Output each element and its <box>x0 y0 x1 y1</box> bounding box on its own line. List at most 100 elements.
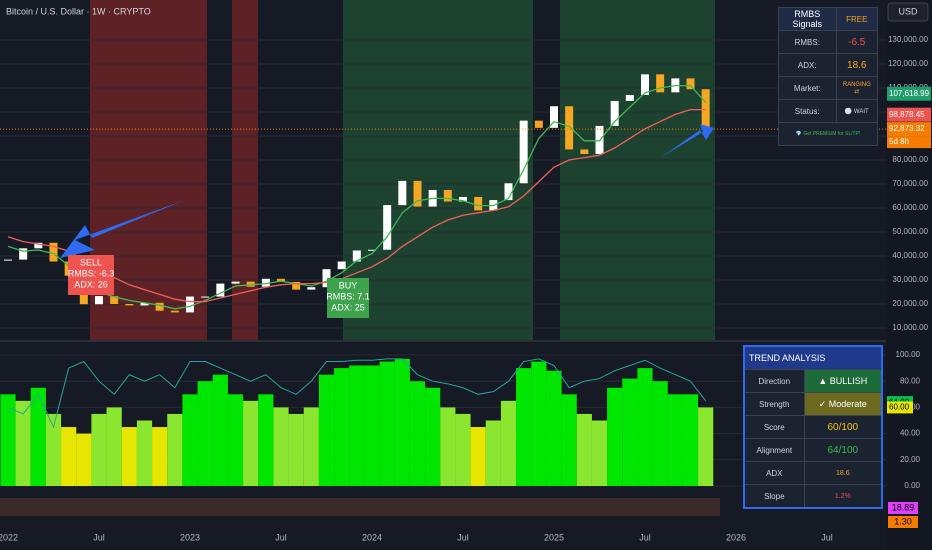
x-tick-label: Jul <box>639 532 651 542</box>
y-tick-label: 80,000.00 <box>892 155 928 164</box>
y-tick-label: 10,000.00 <box>892 323 928 332</box>
candle <box>504 183 513 201</box>
x-tick-label: Jul <box>275 532 287 542</box>
sell-label <box>68 255 114 295</box>
strength-bar <box>76 433 92 486</box>
strength-bar <box>607 387 623 486</box>
cell: Slope <box>743 484 805 509</box>
y-tick-label: 60,000.00 <box>892 203 928 212</box>
x-tick-label: 2023 <box>180 532 200 542</box>
strength-bar <box>364 365 380 486</box>
buy-zone <box>560 0 715 340</box>
cell: 1.2% <box>803 484 883 509</box>
marks <box>0 39 886 487</box>
cell: ADX: <box>778 53 837 77</box>
strength-bar <box>622 378 638 486</box>
strength-bar <box>318 374 335 486</box>
bottom-tag <box>888 516 918 528</box>
indicator-tag <box>887 401 913 414</box>
strength-bar <box>15 400 31 486</box>
cell: 18.6 <box>803 461 883 485</box>
strength-bar <box>243 400 259 486</box>
strength-bar <box>561 394 577 486</box>
candle <box>261 278 270 287</box>
currency-button[interactable] <box>887 2 929 22</box>
candle <box>277 278 285 282</box>
strength-bar <box>258 394 274 486</box>
x-tick-label: 2026 <box>726 532 746 542</box>
y-tick-label: 40.00 <box>900 429 921 438</box>
y-tick-label: 80.00 <box>900 376 921 385</box>
price-tag-text: 107,618.99 <box>889 89 930 98</box>
strength-bar <box>227 394 244 486</box>
candle <box>125 304 134 306</box>
x-tick-label: Jul <box>93 532 105 542</box>
candle <box>443 190 452 202</box>
buy-text: BUY <box>339 280 358 290</box>
y-tick-label: 100.00 <box>896 350 921 359</box>
candle <box>170 310 179 313</box>
price-tag-text: 98,878.45 <box>889 110 925 119</box>
cell: Direction <box>743 369 805 393</box>
candle <box>686 78 695 90</box>
bottom-tag <box>888 502 918 514</box>
candle <box>565 106 574 150</box>
y-tick-label: 70,000.00 <box>892 179 928 188</box>
y-tick-label: 20.00 <box>900 455 921 464</box>
y-tick-label: 0.00 <box>904 481 920 490</box>
sell-zone <box>232 0 258 340</box>
candle <box>140 302 149 306</box>
cell: ▲ BULLISH <box>803 369 883 393</box>
candle <box>474 196 483 211</box>
strength-bar <box>303 407 319 486</box>
price-tag-text: 92,873.32 <box>889 124 925 133</box>
candle <box>49 242 58 262</box>
x-tick-label: 2022 <box>0 532 18 542</box>
sell-text: RMBS: -6.3 <box>68 268 115 278</box>
strength-bar <box>197 381 213 486</box>
price-tag <box>887 86 931 101</box>
candle <box>352 250 361 262</box>
y-tick-label: 130,000.00 <box>888 35 929 44</box>
candle <box>110 296 119 304</box>
sell-text: ADX: 26 <box>74 279 108 289</box>
cell: RMBS Signals <box>778 7 837 31</box>
strength-bar <box>379 361 395 486</box>
candle <box>4 259 12 261</box>
strength-bar <box>409 381 426 486</box>
strength-bar <box>591 420 608 486</box>
buy-text: RMBS: 7.1 <box>326 291 370 301</box>
arrow <box>60 200 185 258</box>
strength-bar <box>637 368 653 486</box>
candle <box>231 281 240 284</box>
candle <box>19 248 28 260</box>
candle <box>656 74 665 93</box>
pane-divider <box>0 340 886 342</box>
strength-bar <box>516 368 532 486</box>
cell: Strength <box>743 392 805 416</box>
strength-bar <box>485 420 501 486</box>
cell: RANGING ⇄ <box>835 76 879 100</box>
cell: Alignment <box>743 438 805 462</box>
x-tick-label: 2025 <box>544 532 564 542</box>
trend-line <box>7 358 707 429</box>
strength-bar <box>349 365 365 486</box>
strength-bar <box>61 427 77 486</box>
strength-bar <box>121 427 137 486</box>
strength-bar <box>698 407 714 486</box>
arrow <box>660 124 714 158</box>
strength-bar <box>182 394 198 486</box>
candle <box>625 94 634 101</box>
strength-bar <box>470 427 486 486</box>
strength-bar <box>425 387 441 486</box>
cell: 18.6 <box>835 53 879 77</box>
candle <box>580 149 589 154</box>
candle <box>216 283 225 297</box>
cell: Market: <box>778 76 837 100</box>
candle <box>610 100 619 126</box>
bottom-tag-text: 18.89 <box>892 502 915 512</box>
countdown: 5d 8h <box>889 137 909 146</box>
buy-text: ADX: 25 <box>331 302 365 312</box>
currency[interactable]: USD <box>898 6 918 16</box>
